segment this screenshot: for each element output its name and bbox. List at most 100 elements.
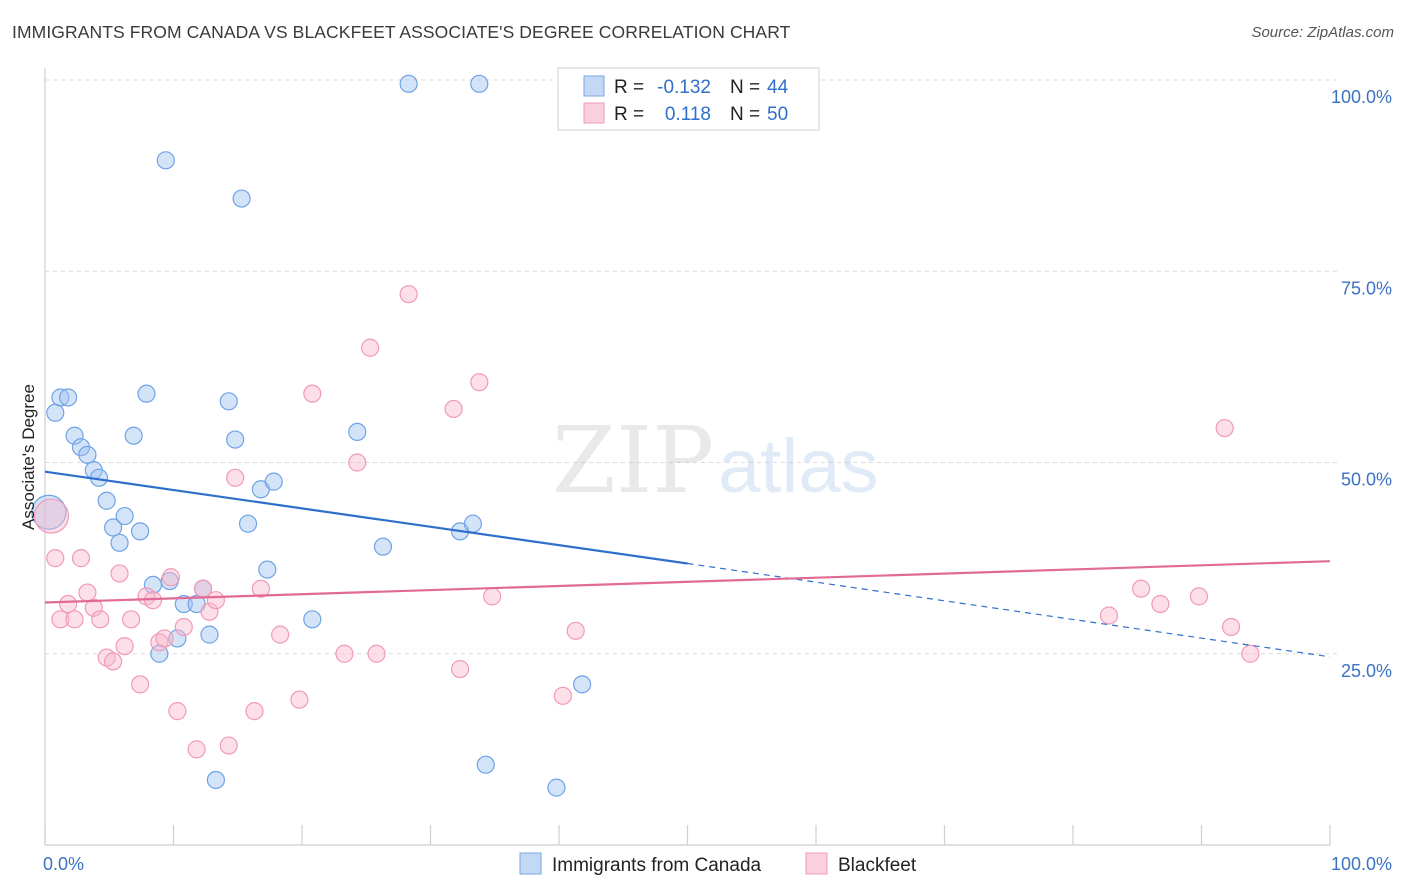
trendlines (44, 470, 1331, 658)
legend-label-blackfeet: Blackfeet (838, 855, 917, 876)
data-point (1215, 418, 1234, 438)
data-point (399, 74, 418, 93)
y-tick-label: 25.0% (1341, 661, 1392, 681)
data-point (124, 426, 143, 445)
data-point (1221, 617, 1241, 637)
data-point (238, 514, 258, 533)
data-point (367, 644, 386, 663)
data-point (46, 403, 65, 422)
axes (44, 68, 1331, 846)
data-point (97, 491, 116, 510)
data-point (206, 591, 226, 610)
trendline-canada-extension (687, 562, 1331, 658)
data-point (78, 445, 97, 464)
data-point (59, 388, 78, 407)
data-point (115, 506, 134, 526)
legend-label-immigrants-from-canada: Immigrants from Canada (552, 855, 762, 876)
data-point (46, 549, 65, 568)
data-point (1099, 606, 1119, 625)
data-point (91, 610, 110, 629)
source-label: Source: ZipAtlas.com (1251, 24, 1394, 41)
tick-labels: 25.0% 50.0% 75.0% 100.0% 0.0% 100.0% (43, 87, 1392, 874)
data-point (110, 533, 129, 552)
data-point (573, 675, 592, 694)
data-point (476, 755, 495, 774)
data-point (110, 564, 129, 583)
chart-title: IMMIGRANTS FROM CANADA VS BLACKFEET ASSO… (12, 22, 791, 42)
data-point (115, 636, 134, 656)
data-point (121, 610, 141, 629)
data-point (161, 568, 181, 587)
data-point (547, 778, 566, 797)
data-point (65, 610, 84, 629)
watermark: ZIP atlas (552, 407, 879, 514)
data-point (251, 579, 270, 598)
data-point (137, 384, 156, 403)
data-point (155, 629, 174, 648)
watermark-zip: ZIP (552, 407, 714, 514)
data-point (156, 151, 175, 170)
legend-swatch-canada (583, 75, 605, 97)
data-point (174, 594, 193, 614)
data-point (483, 587, 502, 606)
data-point (33, 498, 70, 534)
data-point (187, 740, 206, 759)
data-point (232, 189, 251, 208)
data-point (303, 610, 322, 629)
data-point (51, 610, 70, 629)
series-immigrants-from-canada (31, 74, 592, 797)
data-point (463, 514, 483, 533)
data-point (71, 549, 91, 568)
y-tick-label: 100.0% (1331, 87, 1392, 107)
data-point (290, 690, 309, 709)
data-point (168, 629, 187, 648)
legend-n-label-1: N = (730, 77, 760, 98)
legend-r-value-1: -0.132 (657, 77, 711, 98)
data-point (1151, 594, 1170, 614)
trendline-blackfeet (44, 560, 1331, 604)
data-point (200, 602, 219, 621)
data-point (470, 373, 489, 392)
data-point (335, 644, 354, 663)
series-legend: Immigrants from Canada Blackfeet (519, 852, 917, 876)
data-point (130, 675, 150, 694)
legend-r-label-1: R = (614, 77, 644, 98)
watermark-atlas: atlas (718, 424, 879, 509)
data-point (1132, 579, 1151, 598)
data-point (399, 285, 418, 304)
data-point (51, 388, 70, 407)
legend-swatch-blackfeet-bottom (805, 852, 828, 875)
x-tick-label-min: 0.0% (43, 854, 84, 874)
data-point (348, 422, 367, 441)
data-point (553, 686, 572, 705)
y-tick-label: 50.0% (1341, 470, 1392, 490)
data-point (65, 426, 84, 445)
data-point (200, 625, 219, 644)
data-point (303, 384, 322, 403)
legend-r-label-2: R = (614, 104, 644, 125)
data-point (470, 74, 489, 93)
data-point (271, 625, 290, 644)
data-point (245, 702, 264, 721)
legend-swatch-immigrants-from-canada (519, 852, 542, 875)
legend-n-value-2: 50 (767, 104, 788, 125)
x-tick-label-max: 100.0% (1331, 854, 1392, 874)
data-point (348, 453, 367, 472)
data-point (226, 468, 245, 487)
legend-n-value-1: 44 (767, 77, 789, 98)
data-point (264, 472, 283, 491)
data-point (84, 598, 103, 617)
legend-n-label-2: N = (730, 104, 760, 125)
trendline-canada (44, 470, 688, 565)
series-blackfeet (33, 285, 1260, 759)
data-point (258, 560, 277, 579)
data-point (361, 338, 380, 357)
data-point (78, 583, 97, 602)
data-point (373, 537, 393, 556)
data-point (130, 522, 150, 541)
data-point (226, 430, 245, 449)
data-point (1241, 644, 1260, 663)
y-axis-label: Associate's Degree (19, 384, 38, 530)
data-point (1189, 587, 1209, 606)
